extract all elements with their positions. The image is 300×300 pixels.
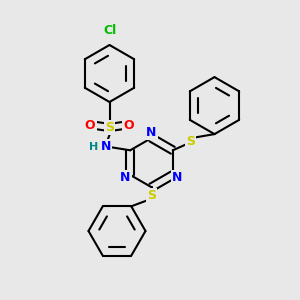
Text: S: S [186,135,195,148]
Text: N: N [120,171,131,184]
Text: N: N [101,140,111,154]
Text: O: O [85,118,95,132]
Text: O: O [124,118,134,132]
Text: S: S [147,189,156,202]
Text: Cl: Cl [103,23,116,37]
Text: N: N [172,171,183,184]
Text: N: N [146,126,157,139]
Text: S: S [105,121,114,134]
Text: H: H [89,142,98,152]
